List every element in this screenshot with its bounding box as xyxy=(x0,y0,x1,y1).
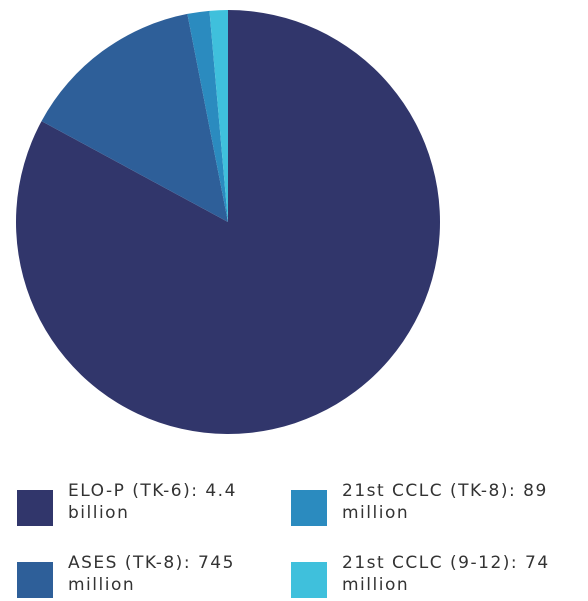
legend-label: 21st CCLC (TK-8): 89 million xyxy=(342,481,548,523)
legend-label: ELO-P (TK-6): 4.4 billion xyxy=(68,481,237,523)
pie-slice xyxy=(41,13,228,222)
legend-item: 21st CCLC (9-12): 74 million xyxy=(291,552,561,601)
legend-item: ELO-P (TK-6): 4.4 billion xyxy=(17,480,287,540)
pie-slice xyxy=(187,10,228,223)
legend-swatch xyxy=(17,562,53,598)
legend-label: 21st CCLC (9-12): 74 million xyxy=(342,553,550,595)
pie-slice xyxy=(209,10,228,222)
legend-swatch xyxy=(291,490,327,526)
legend-item: ASES (TK-8): 745 million xyxy=(17,552,287,601)
legend-swatch xyxy=(17,490,53,526)
legend-swatch xyxy=(291,562,327,598)
pie-area xyxy=(16,10,440,434)
legend-item: 21st CCLC (TK-8): 89 million xyxy=(291,480,561,540)
legend-label: ASES (TK-8): 745 million xyxy=(68,553,235,595)
